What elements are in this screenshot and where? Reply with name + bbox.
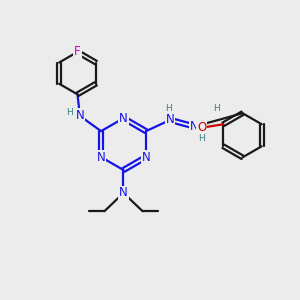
Text: N: N: [76, 109, 84, 122]
Text: H: H: [66, 108, 73, 117]
Text: N: N: [97, 151, 105, 164]
Text: N: N: [190, 120, 199, 133]
Text: H: H: [165, 104, 172, 113]
Text: N: N: [119, 187, 128, 200]
Text: N: N: [142, 151, 150, 164]
Text: H: H: [198, 134, 205, 143]
Text: F: F: [74, 45, 81, 58]
Text: O: O: [197, 121, 206, 134]
Text: N: N: [119, 112, 128, 125]
Text: H: H: [214, 104, 220, 113]
Text: N: N: [166, 113, 175, 127]
